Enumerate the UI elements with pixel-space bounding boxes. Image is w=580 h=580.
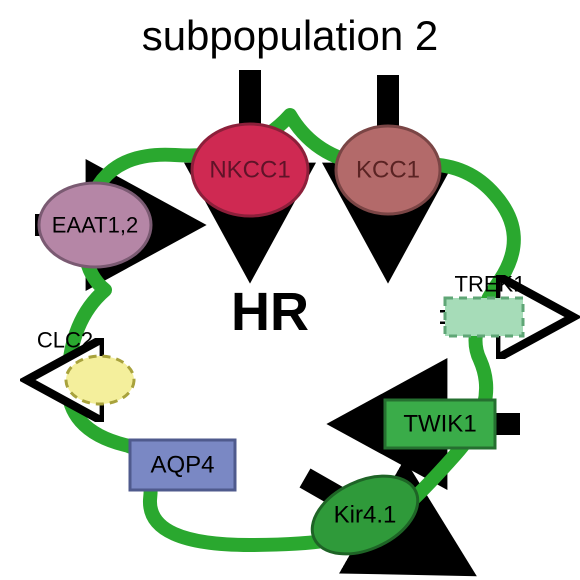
diagram-title: subpopulation 2 [142, 12, 439, 59]
node-trek1: TREK1 [445, 272, 525, 337]
node-twik1: TWIK1 [385, 400, 495, 448]
label-trek1: TREK1 [455, 272, 526, 297]
label-kcc1: KCC1 [356, 157, 420, 184]
label-kir41: Kir4.1 [334, 502, 397, 529]
label-twik1: TWIK1 [403, 411, 476, 438]
node-eaat: EAAT1,2 [39, 183, 151, 267]
nodes: NKCC1 KCC1 EAAT1,2 CLC2 AQP4 Kir4.1 TWIK1 TREK1 [37, 124, 526, 569]
label-eaat: EAAT1,2 [52, 213, 138, 238]
center-label: HR [231, 282, 309, 342]
node-kcc1: KCC1 [336, 126, 440, 214]
node-aqp4: AQP4 [130, 440, 235, 490]
node-clc2: CLC2 [37, 328, 134, 405]
node-nkcc1: NKCC1 [192, 124, 308, 216]
label-aqp4: AQP4 [150, 452, 214, 479]
label-clc2: CLC2 [37, 328, 93, 353]
label-nkcc1: NKCC1 [209, 157, 290, 184]
